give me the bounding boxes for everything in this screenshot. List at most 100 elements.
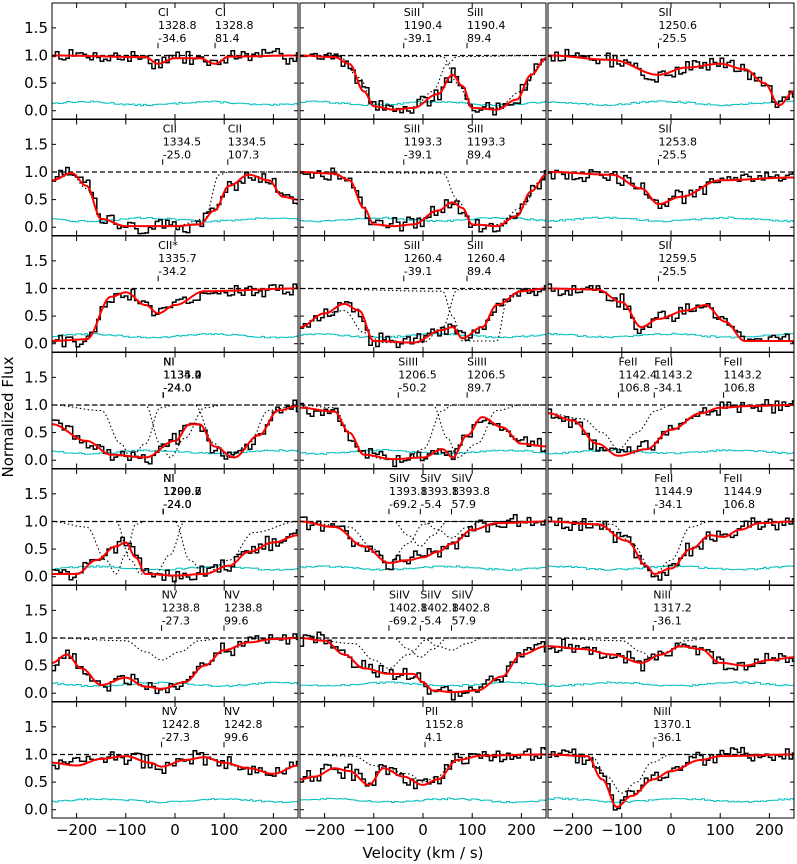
line-label: SiIV 1402.8 57.9 xyxy=(451,589,490,628)
line-velocity: -39.1 xyxy=(404,149,432,162)
line-label: CII* 1335.7 -34.2 xyxy=(158,239,197,278)
panel-4-0: NI 1199.6 -24.0NI 1200.2 -24.0NI 1200.7 -24.0 0… xyxy=(24,468,299,586)
y-tick-label: 1.5 xyxy=(24,19,48,37)
line-wavelength: 1393.8 xyxy=(451,485,490,498)
component-profile-0 xyxy=(52,404,297,458)
line-wavelength: 1135.0 xyxy=(163,369,202,382)
line-label: SiII 1260.4 89.4 xyxy=(467,239,506,278)
line-ion: FeII xyxy=(654,356,673,369)
line-wavelength: 1402.8 xyxy=(389,602,428,615)
line-wavelength: 1152.8 xyxy=(425,718,464,731)
line-velocity: -50.2 xyxy=(398,382,426,395)
x-tick-label: 100 xyxy=(706,821,735,839)
component-profile-0 xyxy=(300,637,545,669)
line-wavelength: 1134.4 xyxy=(163,369,202,382)
panel-5-2: NiII 1317.2 -36.1 xyxy=(547,585,795,702)
line-wavelength: 1260.4 xyxy=(404,252,443,265)
line-wavelength: 1143.2 xyxy=(654,369,693,382)
data-spectrum xyxy=(300,514,546,571)
line-wavelength: 1328.8 xyxy=(158,19,197,32)
line-ion: NiII xyxy=(653,705,671,718)
line-ion: NI xyxy=(163,472,174,485)
line-velocity: -24.0 xyxy=(163,382,191,395)
error-spectrum xyxy=(300,797,546,804)
component-profile-2 xyxy=(300,520,545,539)
line-wavelength: 1242.8 xyxy=(162,718,201,731)
line-ion: FeII xyxy=(724,472,743,485)
x-tick-label: 0 xyxy=(666,821,676,839)
line-velocity: 57.9 xyxy=(451,615,476,628)
component-profile-0 xyxy=(52,637,297,661)
panel-2-0: CII* 1335.7 -34.2 0.0 0.5 1.0 1.5 xyxy=(24,235,299,353)
model-profile xyxy=(52,637,298,690)
line-label: NiII 1370.1 -36.1 xyxy=(653,705,692,744)
line-ion: CI xyxy=(158,6,169,19)
y-tick-label: 1.0 xyxy=(24,512,48,530)
line-wavelength: 1260.4 xyxy=(467,252,506,265)
line-label: SiII 1190.4 89.4 xyxy=(467,6,506,45)
model-profile xyxy=(548,645,794,667)
line-wavelength: 1335.7 xyxy=(158,252,197,265)
panel-6-1: PII 1152.8 4.1 −200 −100 0 100 200 xyxy=(299,701,547,839)
line-label: NV 1238.8 -27.3 xyxy=(162,589,201,628)
x-tick-label: 100 xyxy=(210,821,239,839)
line-ion: FeII xyxy=(724,356,743,369)
line-ion: CII xyxy=(228,123,242,136)
line-ion: NI xyxy=(163,356,174,369)
data-spectrum xyxy=(300,52,546,116)
line-ion: SiII xyxy=(467,123,484,136)
error-spectrum xyxy=(52,100,298,107)
line-ion: SiIII xyxy=(398,356,418,369)
error-spectrum xyxy=(548,332,794,339)
y-tick-label: 1.0 xyxy=(24,46,48,64)
error-spectrum xyxy=(300,449,546,455)
y-tick-label: 1.0 xyxy=(24,396,48,414)
line-velocity: -27.3 xyxy=(162,615,190,628)
y-tick-label: 1.5 xyxy=(24,718,48,736)
line-label: NI 1134.2 -24.0 xyxy=(163,356,202,395)
data-spectrum xyxy=(548,638,794,672)
component-profile-2 xyxy=(300,637,545,651)
line-wavelength: 1206.5 xyxy=(398,369,437,382)
line-velocity: -5.4 xyxy=(420,498,441,511)
model-profile xyxy=(548,287,794,342)
y-tick-label: 0.0 xyxy=(24,218,48,236)
line-ion: SiIII xyxy=(467,356,487,369)
line-wavelength: 1199.6 xyxy=(163,485,202,498)
line-ion: SiII xyxy=(404,6,421,19)
x-axis-label: Velocity (km / s) xyxy=(362,844,483,862)
line-wavelength: 1402.8 xyxy=(420,602,459,615)
line-ion: SII xyxy=(658,123,671,136)
x-tick-label: 200 xyxy=(259,821,288,839)
y-tick-label: 1.5 xyxy=(24,368,48,386)
line-ion: CII xyxy=(163,123,177,136)
line-velocity: -39.1 xyxy=(404,32,432,45)
line-wavelength: 1144.9 xyxy=(654,485,693,498)
x-tick-label: −100 xyxy=(601,821,642,839)
line-label: FeII 1144.9 -34.1 xyxy=(654,472,693,511)
component-profile-0 xyxy=(300,171,546,226)
error-spectrum xyxy=(52,565,298,571)
panel-3-0: NI 1134.2 -24.0NI 1134.4 -24.0NI 1135.0 -24.0 0… xyxy=(24,352,299,469)
model-profile xyxy=(300,171,546,228)
line-velocity: -34.1 xyxy=(654,382,682,395)
line-velocity: -25.5 xyxy=(658,149,686,162)
line-velocity: -25.0 xyxy=(163,149,191,162)
y-tick-label: 0.0 xyxy=(24,102,48,120)
line-velocity: -69.2 xyxy=(389,498,417,511)
error-spectrum xyxy=(52,681,298,688)
x-tick-label: −100 xyxy=(105,821,146,839)
line-ion: NV xyxy=(162,705,178,718)
panel-0-2: SII 1250.6 -25.5 xyxy=(547,2,795,120)
model-profile xyxy=(548,520,794,576)
y-tick-label: 0.5 xyxy=(24,307,48,325)
model-profile xyxy=(52,534,298,577)
panel-2-2: SII 1259.5 -25.5 xyxy=(547,235,795,353)
y-tick-label: 1.5 xyxy=(24,135,48,153)
line-label: FeII 1143.2 -34.1 xyxy=(654,356,693,395)
component-profile-0 xyxy=(300,287,545,344)
line-wavelength: 1253.8 xyxy=(658,136,697,149)
